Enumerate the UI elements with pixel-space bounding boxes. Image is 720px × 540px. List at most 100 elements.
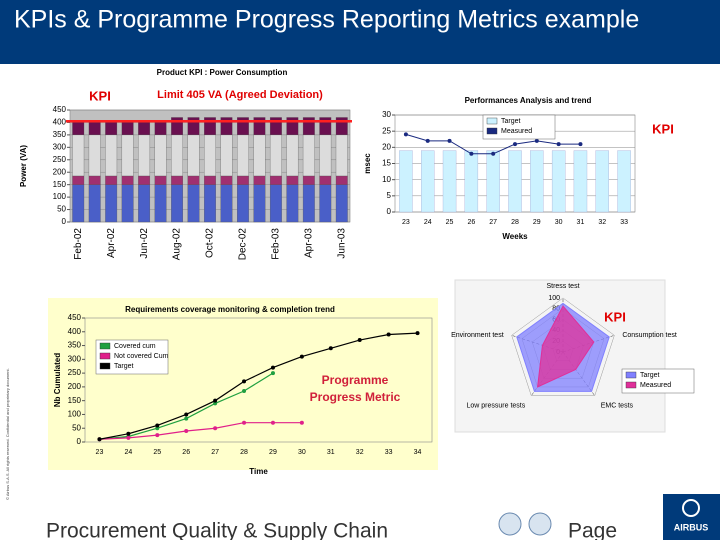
legend-swatch: [99, 362, 111, 370]
y-tick-label: 0: [387, 207, 392, 216]
chart-title: Requirements coverage monitoring & compl…: [125, 305, 335, 314]
y-tick-label: 400: [53, 118, 67, 127]
y-tick-label: 300: [68, 354, 82, 363]
x-tick-label: 30: [555, 219, 563, 226]
bar-segment: [138, 184, 151, 223]
bar-segment: [253, 184, 266, 223]
legend-label: Measured: [501, 128, 532, 135]
bar-segment: [302, 117, 315, 136]
y-tick-label: 150: [68, 396, 82, 405]
bar-segment: [237, 117, 249, 136]
y-tick-label: 20: [382, 142, 391, 151]
bar-segment: [335, 184, 348, 223]
bar-segment: [286, 117, 299, 136]
bar-segment: [171, 117, 183, 136]
x-tick-label: 29: [269, 449, 277, 456]
point: [386, 332, 391, 337]
y-tick-label: 5: [387, 191, 392, 200]
x-tick-label: Aug-02: [172, 228, 183, 261]
point: [213, 426, 218, 431]
chart-title: Product KPI : Power Consumption: [157, 68, 288, 77]
bar: [573, 150, 588, 213]
back-icon[interactable]: [528, 512, 552, 536]
bar-segment: [269, 134, 282, 177]
point: [534, 138, 539, 143]
x-tick-label: 24: [124, 449, 132, 456]
bar-segment: [72, 184, 85, 223]
y-tick-label: 30: [382, 110, 391, 119]
point: [184, 428, 189, 433]
axis-label: Low pressure tests: [467, 403, 526, 410]
legend-label: Target: [640, 372, 660, 379]
x-tick-label: 23: [402, 219, 410, 226]
axis-label: Consumption test: [622, 332, 677, 339]
point: [403, 132, 408, 137]
point: [469, 151, 474, 156]
bar: [530, 150, 544, 213]
bar-segment: [220, 117, 233, 136]
point: [242, 389, 247, 394]
x-tick-label: 27: [489, 219, 497, 226]
bar-segment: [269, 117, 282, 136]
series-line: [99, 422, 302, 440]
bar-segment: [105, 175, 118, 185]
legend-swatch: [99, 352, 111, 360]
bar-segment: [121, 134, 134, 177]
x-axis-label: Weeks: [502, 232, 528, 241]
bar-segment: [187, 184, 200, 223]
bar-segment: [187, 117, 200, 136]
legend-swatch: [625, 371, 637, 379]
legend-label: Not covered Cum: [114, 353, 169, 360]
bar-segment: [171, 175, 183, 185]
x-tick-label: 31: [577, 219, 585, 226]
bar-segment: [319, 134, 332, 177]
point: [357, 338, 362, 343]
point: [126, 431, 131, 436]
annotation: KPI: [652, 121, 674, 136]
x-tick-label: 32: [356, 449, 364, 456]
legend-swatch: [99, 342, 111, 350]
point: [299, 354, 304, 359]
bar-segment: [88, 184, 101, 223]
y-tick-label: 450: [53, 105, 67, 114]
x-tick-label: Dec-02: [238, 228, 249, 261]
y-tick-label: 15: [382, 159, 391, 168]
point: [155, 423, 160, 428]
point: [299, 420, 304, 425]
bar: [421, 150, 435, 213]
x-tick-label: 29: [533, 219, 541, 226]
bar-segment: [302, 175, 315, 185]
home-icon[interactable]: [498, 512, 522, 536]
bar-segment: [121, 122, 134, 136]
r-tick-label: 100: [548, 295, 560, 302]
x-tick-label: 25: [153, 449, 161, 456]
bar: [464, 150, 479, 213]
x-tick-label: 28: [240, 449, 248, 456]
point: [270, 420, 275, 425]
page-label: Page: [568, 520, 617, 540]
bar-segment: [253, 175, 266, 185]
annotation: KPI: [89, 88, 111, 103]
x-tick-label: 24: [424, 219, 432, 226]
series-line: [99, 332, 418, 440]
bar-segment: [138, 175, 151, 185]
axis-label: Stress test: [546, 283, 579, 290]
x-tick-label: 32: [598, 219, 606, 226]
point: [578, 142, 583, 147]
bar-segment: [187, 134, 200, 177]
bar: [617, 150, 631, 213]
y-tick-label: 450: [68, 313, 82, 322]
x-tick-label: 25: [446, 219, 454, 226]
legend-label: Measured: [640, 382, 671, 389]
x-tick-label: 33: [620, 219, 628, 226]
bar-segment: [88, 134, 101, 177]
legend-swatch: [486, 127, 498, 135]
bar-segment: [220, 134, 233, 177]
y-axis-label: Nb Cumulated: [53, 353, 62, 407]
y-tick-label: 25: [382, 126, 391, 135]
y-tick-label: 250: [53, 155, 67, 164]
bar-segment: [204, 134, 216, 177]
plot-area: [84, 317, 433, 443]
annotation: Programme Progress Metric: [309, 373, 401, 404]
